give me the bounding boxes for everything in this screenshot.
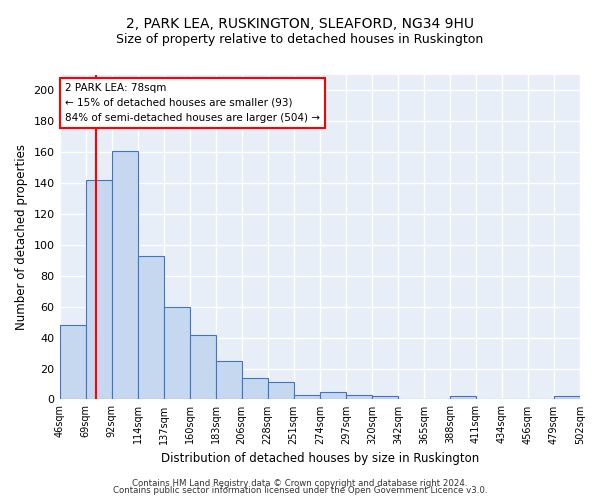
Bar [137, 256, 164, 400]
Text: Contains HM Land Registry data © Crown copyright and database right 2024.: Contains HM Land Registry data © Crown c… [132, 478, 468, 488]
Bar [112, 150, 137, 400]
Bar [372, 396, 398, 400]
Bar [86, 180, 112, 400]
Text: Size of property relative to detached houses in Ruskington: Size of property relative to detached ho… [116, 32, 484, 46]
Bar [215, 361, 242, 400]
Bar [320, 392, 346, 400]
Bar [59, 326, 86, 400]
Bar [294, 395, 320, 400]
Bar [242, 378, 268, 400]
Text: 2 PARK LEA: 78sqm
← 15% of detached houses are smaller (93)
84% of semi-detached: 2 PARK LEA: 78sqm ← 15% of detached hous… [65, 83, 320, 122]
Bar [450, 396, 476, 400]
Bar [554, 396, 580, 400]
Bar [190, 334, 215, 400]
Bar [346, 395, 372, 400]
Y-axis label: Number of detached properties: Number of detached properties [15, 144, 28, 330]
Bar [268, 382, 294, 400]
Text: 2, PARK LEA, RUSKINGTON, SLEAFORD, NG34 9HU: 2, PARK LEA, RUSKINGTON, SLEAFORD, NG34 … [126, 18, 474, 32]
X-axis label: Distribution of detached houses by size in Ruskington: Distribution of detached houses by size … [161, 452, 479, 465]
Text: Contains public sector information licensed under the Open Government Licence v3: Contains public sector information licen… [113, 486, 487, 495]
Bar [164, 306, 190, 400]
